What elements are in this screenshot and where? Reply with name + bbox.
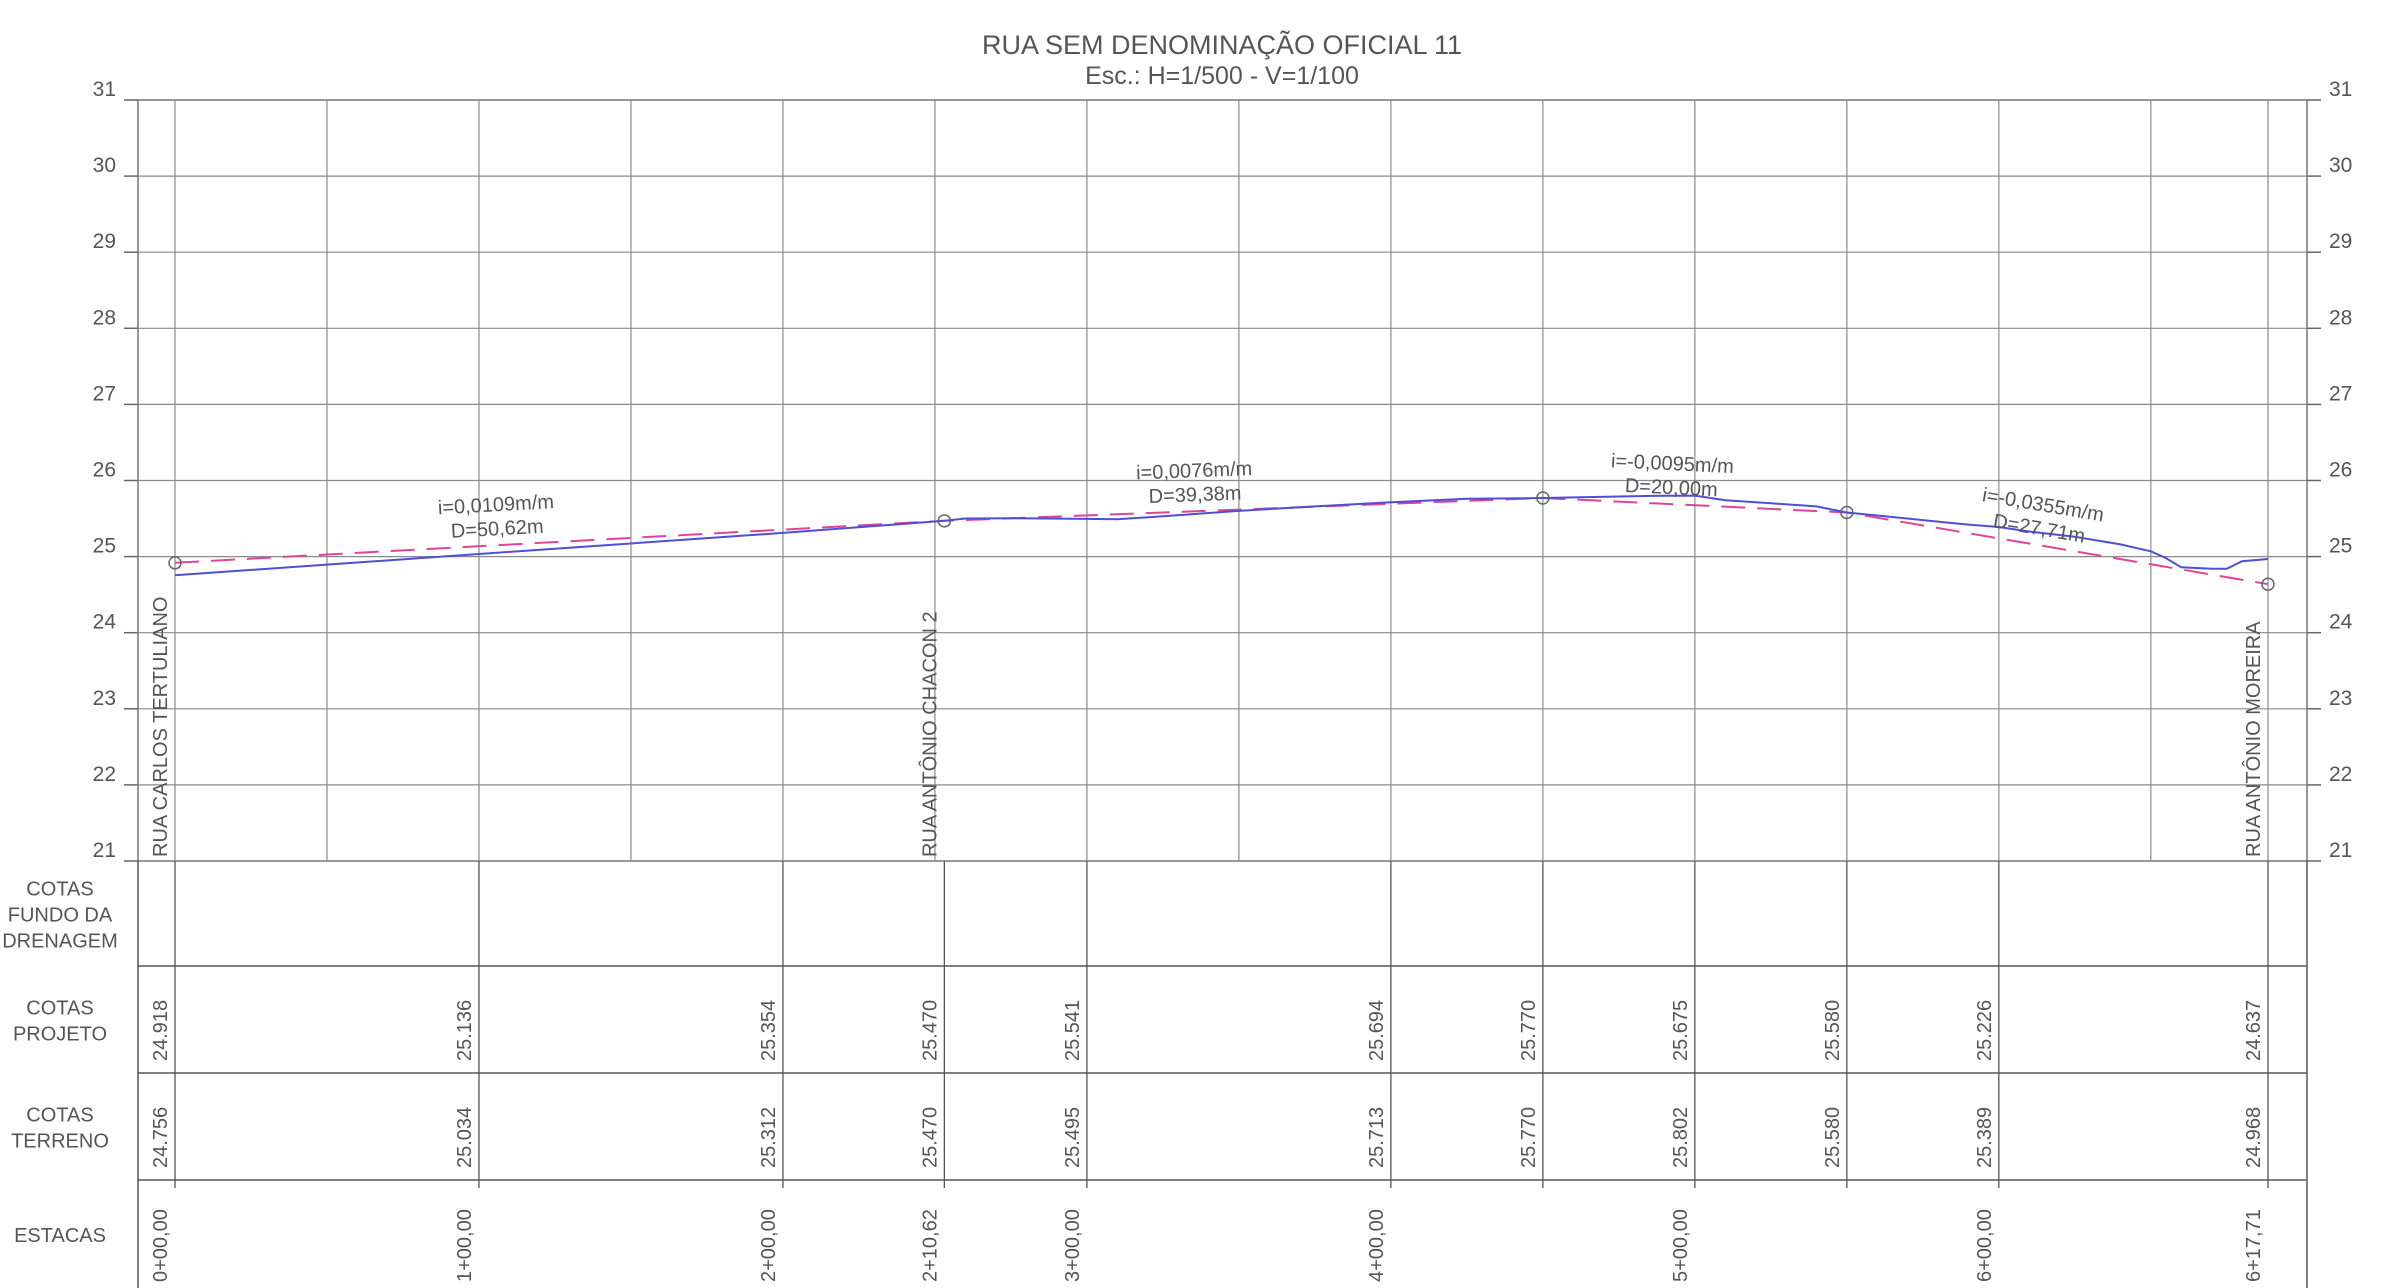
station-terrain-value: 25.713 [1366, 1107, 1388, 1168]
station-label-value: 2+00,00 [758, 1209, 780, 1282]
table-row-label: ESTACAS [14, 1225, 106, 1247]
station-terrain-value: 24.968 [2243, 1107, 2265, 1168]
street-label: RUA CARLOS TERTULIANO [150, 597, 172, 857]
station-terrain-value: 25.580 [1822, 1107, 1844, 1168]
station-project-value: 25.470 [919, 1000, 941, 1061]
grid [137, 99, 2308, 862]
axis-label-right: 27 [2329, 382, 2352, 405]
axis-label-left: 30 [93, 154, 116, 177]
grade-distance: D=39,38m [1148, 482, 1242, 508]
terrain-line [174, 494, 2269, 577]
axis-label-left: 24 [93, 611, 117, 634]
station-project-value: 25.770 [1518, 1000, 1540, 1061]
grade-label: i=0,0109m/mD=50,62m [437, 491, 554, 543]
station-project-value: 25.675 [1670, 1000, 1692, 1061]
station-terrain-value: 25.802 [1670, 1107, 1692, 1168]
grade-distance: D=20,00m [1624, 475, 1718, 501]
vertex-marker [1536, 491, 1550, 505]
axis-label-right: 30 [2329, 154, 2352, 177]
axis-label-left: 21 [93, 839, 116, 862]
axis-label-left: 29 [93, 230, 116, 253]
axis-label-left: 27 [93, 382, 116, 405]
station-terrain-value: 24.756 [150, 1107, 172, 1168]
vertex-marker [1840, 505, 1854, 520]
grade-slope: i=0,0076m/m [1136, 458, 1253, 484]
axis-label-left: 28 [93, 306, 116, 329]
station-project-value: 25.694 [1366, 1000, 1388, 1061]
axis-label-left: 23 [93, 687, 116, 710]
profile-series [174, 494, 2269, 586]
station-project-value: 24.637 [2243, 1000, 2265, 1061]
station-label-value: 3+00,00 [1062, 1209, 1084, 1282]
street-label: RUA ANTÔNIO MOREIRA [2242, 621, 2265, 857]
vertex-marker [2261, 577, 2275, 591]
table-row-label: COTAS [26, 998, 93, 1020]
station-terrain-value: 25.312 [758, 1107, 780, 1168]
station-label-value: 5+00,00 [1670, 1209, 1692, 1282]
axis-label-right: 25 [2329, 535, 2352, 558]
axis-label-right: 21 [2329, 839, 2352, 862]
vertex-marker [937, 514, 952, 528]
grade-distance: D=50,62m [450, 516, 544, 543]
station-label-value: 6+00,00 [1974, 1209, 1996, 1282]
drawing-scale: Esc.: H=1/500 - V=1/100 [1085, 62, 1359, 90]
grade-label: i=0,0076m/mD=39,38m [1136, 458, 1253, 508]
drawing-title: RUA SEM DENOMINAÇÃO OFICIAL 11 [982, 29, 1462, 60]
station-project-value: 25.354 [758, 1000, 780, 1061]
axis-label-right: 24 [2329, 611, 2353, 634]
axis-label-right: 22 [2329, 763, 2352, 786]
street-label: RUA ANTÔNIO CHACON 2 [918, 611, 941, 857]
elevation-axis-right: 31 30 29 28 27 26 25 24 23 22 21 [2307, 78, 2353, 862]
street-labels: RUA CARLOS TERTULIANO RUA ANTÔNIO CHACON … [150, 597, 2265, 857]
vertex-marker [168, 556, 182, 570]
axis-label-right: 28 [2329, 306, 2352, 329]
station-label-value: 6+17,71 [2243, 1209, 2265, 1282]
axis-label-left: 26 [93, 459, 116, 482]
axis-label-left: 25 [93, 535, 116, 558]
table-row-label: COTAS [26, 879, 93, 901]
table-row-label: FUNDO DA [8, 905, 113, 927]
axis-label-left: 22 [93, 763, 116, 786]
vertex-markers [168, 491, 2275, 591]
grade-labels: i=0,0109m/mD=50,62mi=0,0076m/mD=39,38mi=… [437, 450, 2106, 547]
station-terrain-value: 25.495 [1062, 1107, 1084, 1168]
axis-label-right: 26 [2329, 459, 2352, 482]
station-terrain-value: 25.470 [919, 1107, 941, 1168]
station-terrain-value: 25.770 [1518, 1107, 1540, 1168]
station-project-value: 25.541 [1062, 1000, 1084, 1061]
axis-label-right: 23 [2329, 687, 2352, 710]
table-row-label: COTAS [26, 1105, 93, 1127]
station-project-value: 25.580 [1822, 1000, 1844, 1061]
station-label-value: 4+00,00 [1366, 1209, 1388, 1282]
grade-slope: i=-0,0095m/m [1611, 450, 1735, 478]
table-row-label: DRENAGEM [2, 931, 118, 953]
station-project-value: 24.918 [150, 1000, 172, 1061]
station-project-value: 25.136 [454, 1000, 476, 1061]
axis-label-right: 31 [2329, 78, 2352, 101]
station-terrain-value: 25.389 [1974, 1107, 1996, 1168]
table-row-label: PROJETO [13, 1024, 107, 1046]
elevation-table: COTAS FUNDO DA DRENAGEM COTAS PROJETO COTAS TE… [2, 861, 2308, 1288]
axis-label-left: 31 [93, 78, 116, 101]
grade-label: i=-0,0095m/mD=20,00m [1611, 450, 1735, 501]
axis-label-right: 29 [2329, 230, 2352, 253]
station-label-value: 0+00,00 [150, 1209, 172, 1282]
station-label-value: 2+10,62 [919, 1209, 941, 1282]
table-row-label: TERRENO [11, 1131, 109, 1153]
station-label-value: 1+00,00 [454, 1209, 476, 1282]
station-project-value: 25.226 [1974, 1000, 1996, 1061]
grade-label: i=-0,0355m/mD=27,71m [1981, 484, 2106, 547]
elevation-axis-left: 31 30 29 28 27 26 25 24 23 22 21 [93, 78, 138, 862]
station-terrain-value: 25.034 [454, 1107, 476, 1168]
